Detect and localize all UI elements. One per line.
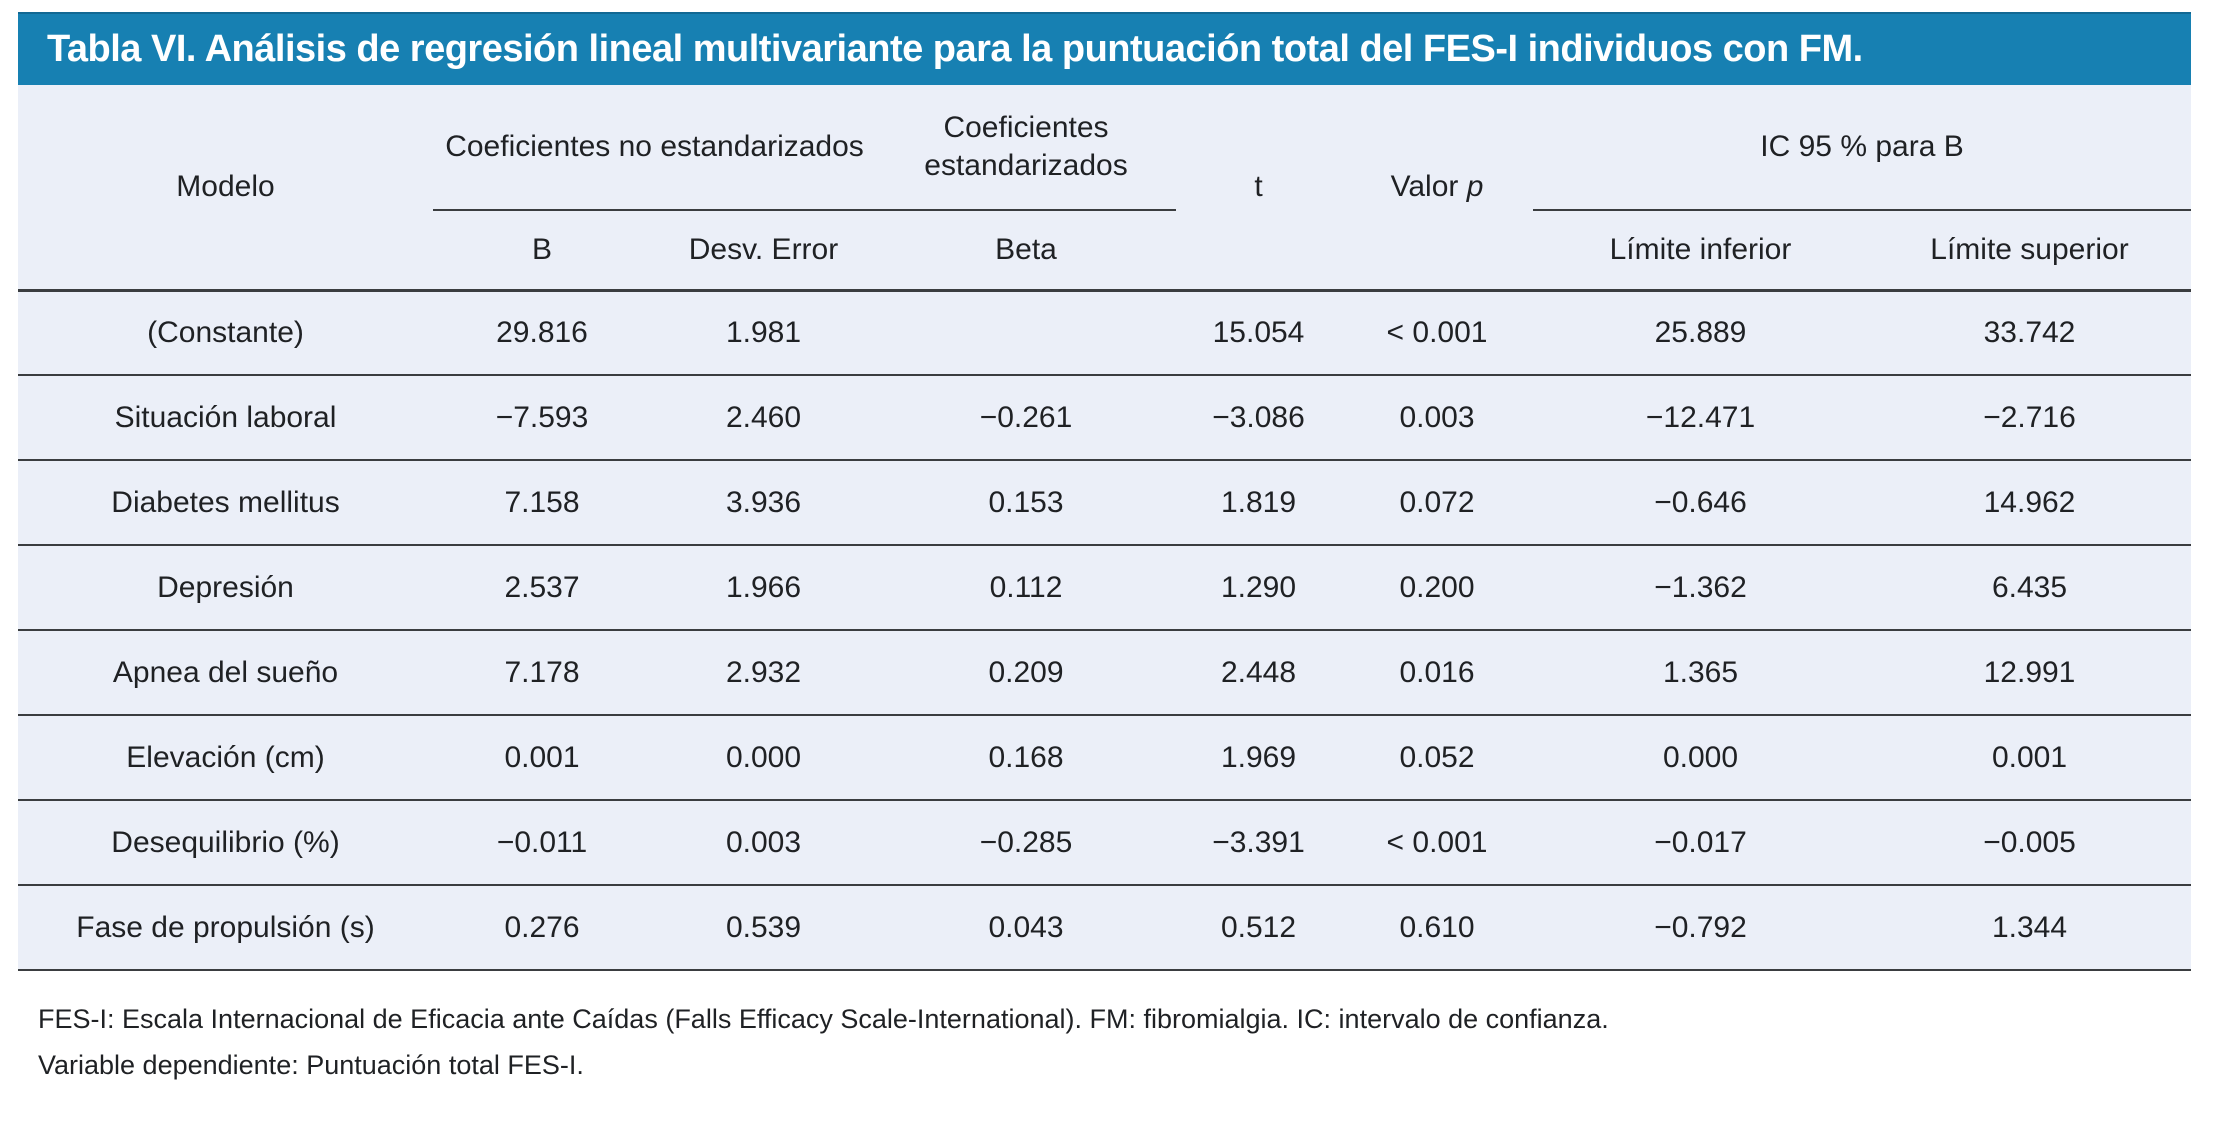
- cell-lower: −0.646: [1533, 459, 1868, 545]
- col-group-unstandardized: Coeficientes no estandarizados: [433, 85, 876, 211]
- table-row: Elevación (cm) 0.001 0.000 0.168 1.969 0…: [18, 714, 2191, 800]
- cell-lower: −0.792: [1533, 884, 1868, 971]
- cell-se: 2.932: [651, 629, 876, 715]
- cell-upper: −2.716: [1868, 374, 2191, 460]
- cell-model: Elevación (cm): [18, 714, 433, 800]
- cell-upper: 14.962: [1868, 459, 2191, 545]
- cell-p: 0.072: [1341, 459, 1533, 545]
- col-header-limite-superior: Límite superior: [1868, 210, 2191, 292]
- col-header-valor-p: Valor p: [1341, 85, 1533, 292]
- cell-t: −3.086: [1176, 374, 1341, 460]
- table-row: Depresión 2.537 1.966 0.112 1.290 0.200 …: [18, 544, 2191, 630]
- footnote-dependent-variable: Variable dependiente: Puntuación total F…: [38, 1049, 584, 1080]
- cell-model: Apnea del sueño: [18, 629, 433, 715]
- cell-se: 0.539: [651, 884, 876, 971]
- cell-p: 0.016: [1341, 629, 1533, 715]
- cell-model: Situación laboral: [18, 374, 433, 460]
- footnote-abbreviations: FES-I: Escala Internacional de Eficacia …: [38, 1004, 1609, 1034]
- cell-lower: −0.017: [1533, 799, 1868, 885]
- regression-table: Modelo Coeficientes no estandarizados Co…: [18, 85, 2191, 971]
- cell-model: Diabetes mellitus: [18, 459, 433, 545]
- cell-upper: 1.344: [1868, 884, 2191, 971]
- header-group-row: Modelo Coeficientes no estandarizados Co…: [18, 85, 2191, 292]
- cell-lower: −1.362: [1533, 544, 1868, 630]
- cell-beta: 0.043: [876, 884, 1176, 971]
- cell-t: 2.448: [1176, 629, 1341, 715]
- cell-beta: −0.285: [876, 799, 1176, 885]
- col-header-beta: Beta: [876, 210, 1176, 292]
- table-body: (Constante) 29.816 1.981 15.054 < 0.001 …: [18, 290, 2191, 971]
- cell-t: 1.969: [1176, 714, 1341, 800]
- cell-b: 0.276: [433, 884, 651, 971]
- cell-model: (Constante): [147, 315, 304, 349]
- header-sub-row: B Desv. Error Beta Límite inferior Límit…: [18, 210, 2191, 292]
- page: Tabla VI. Análisis de regresión lineal m…: [18, 12, 2191, 1089]
- cell-beta: 0.153: [876, 459, 1176, 545]
- col-header-limite-inferior: Límite inferior: [1533, 210, 1868, 292]
- cell-p: 0.052: [1341, 714, 1533, 800]
- cell-b: 7.158: [433, 459, 651, 545]
- cell-t: 0.512: [1176, 884, 1341, 971]
- col-group-standardized: Coeficientes estandarizados: [876, 85, 1176, 211]
- valor-p-prefix: Valor: [1390, 169, 1467, 203]
- cell-model: Fase de propulsión (s): [18, 884, 433, 971]
- cell-upper: 12.991: [1868, 629, 2191, 715]
- valor-p-symbol: p: [1466, 169, 1484, 203]
- cell-se: 0.000: [651, 714, 876, 800]
- cell-t: 1.819: [1176, 459, 1341, 545]
- cell-b: 2.537: [433, 544, 651, 630]
- col-group-ic95: IC 95 % para B: [1533, 85, 2191, 211]
- cell-b: −7.593: [433, 374, 651, 460]
- cell-se: 1.981: [725, 315, 802, 349]
- table-row: Fase de propulsión (s) 0.276 0.539 0.043…: [18, 884, 2191, 971]
- cell-t: 1.290: [1176, 544, 1341, 630]
- cell-b: −0.011: [433, 799, 651, 885]
- cell-p: 0.610: [1341, 884, 1533, 971]
- col-header-t: t: [1176, 85, 1341, 292]
- col-header-desv-error: Desv. Error: [651, 210, 876, 292]
- table-row: Desequilibrio (%) −0.011 0.003 −0.285 −3…: [18, 799, 2191, 885]
- table-header: Modelo Coeficientes no estandarizados Co…: [18, 85, 2191, 292]
- cell-p: < 0.001: [1341, 799, 1533, 885]
- cell-lower: 0.000: [1533, 714, 1868, 800]
- cell-se: 2.460: [651, 374, 876, 460]
- table-row: Diabetes mellitus 7.158 3.936 0.153 1.81…: [18, 459, 2191, 545]
- cell-p: 0.003: [1341, 374, 1533, 460]
- cell-p: < 0.001: [1386, 315, 1488, 349]
- cell-beta: [876, 290, 1176, 375]
- cell-beta: 0.112: [876, 544, 1176, 630]
- cell-b: 7.178: [433, 629, 651, 715]
- cell-b: 0.001: [433, 714, 651, 800]
- table-row: Apnea del sueño 7.178 2.932 0.209 2.448 …: [18, 629, 2191, 715]
- cell-upper: −0.005: [1868, 799, 2191, 885]
- cell-upper: 6.435: [1868, 544, 2191, 630]
- cell-beta: 0.209: [876, 629, 1176, 715]
- cell-t: 15.054: [1212, 315, 1305, 349]
- cell-se: 1.966: [651, 544, 876, 630]
- cell-lower: 1.365: [1533, 629, 1868, 715]
- cell-beta: −0.261: [876, 374, 1176, 460]
- table-footnotes: FES-I: Escala Internacional de Eficacia …: [38, 997, 2191, 1089]
- col-header-modelo: Modelo: [18, 85, 433, 292]
- cell-p: 0.200: [1341, 544, 1533, 630]
- cell-model: Depresión: [18, 544, 433, 630]
- table-title: Tabla VI. Análisis de regresión lineal m…: [47, 28, 1863, 70]
- cell-lower: −12.471: [1533, 374, 1868, 460]
- cell-se: 0.003: [651, 799, 876, 885]
- cell-upper: 0.001: [1868, 714, 2191, 800]
- table-row: Situación laboral −7.593 2.460 −0.261 −3…: [18, 374, 2191, 460]
- cell-se: 3.936: [651, 459, 876, 545]
- col-header-b: B: [433, 210, 651, 292]
- cell-t: −3.391: [1176, 799, 1341, 885]
- cell-model: Desequilibrio (%): [18, 799, 433, 885]
- cell-upper: 33.742: [1983, 315, 2076, 349]
- table-title-bar: Tabla VI. Análisis de regresión lineal m…: [18, 12, 2191, 85]
- cell-b: 29.816: [496, 315, 588, 349]
- cell-lower: 25.889: [1654, 315, 1747, 349]
- table-row: (Constante) 29.816 1.981 15.054 < 0.001 …: [18, 290, 2191, 375]
- cell-beta: 0.168: [876, 714, 1176, 800]
